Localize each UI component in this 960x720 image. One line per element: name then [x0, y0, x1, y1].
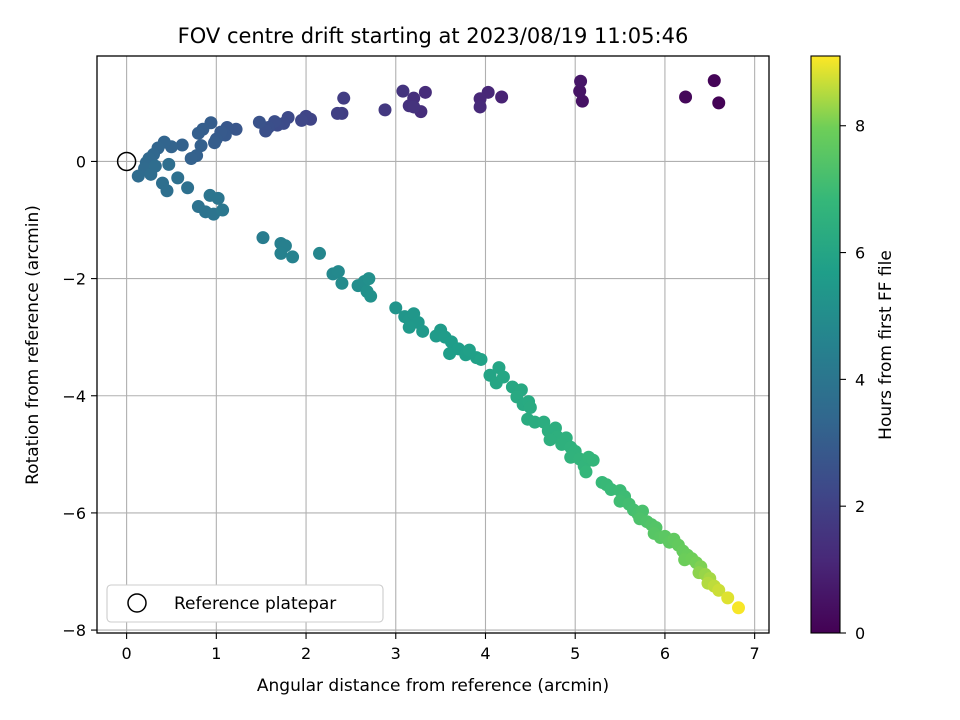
data-point [194, 139, 208, 153]
reference-point [116, 151, 137, 172]
data-point [160, 184, 174, 198]
data-point [148, 159, 162, 173]
colorbar-tick-label: 6 [855, 244, 865, 263]
grid [97, 56, 769, 633]
scatter-points [131, 74, 745, 615]
x-tick-label: 0 [122, 644, 132, 663]
data-point [252, 115, 266, 129]
colorbar-gradient [810, 55, 841, 634]
data-point [418, 85, 432, 99]
data-point [274, 246, 288, 260]
legend-marker [127, 593, 147, 613]
y-tick-label: −2 [62, 270, 86, 289]
data-point [579, 465, 593, 479]
y-tick-label: −8 [62, 621, 86, 640]
data-point [586, 453, 600, 467]
data-point [712, 96, 726, 110]
data-point [337, 91, 351, 105]
y-axis-ticks: −8 −6 −4 −2 0 [62, 152, 97, 640]
legend-box [106, 584, 384, 623]
data-point [216, 203, 230, 217]
data-point [496, 370, 510, 384]
y-tick-label: −4 [62, 387, 86, 406]
x-tick-label: 1 [211, 644, 221, 663]
data-point [364, 289, 378, 303]
data-point [378, 103, 392, 117]
data-point [295, 113, 309, 127]
data-point [528, 415, 542, 429]
data-point [331, 265, 345, 279]
x-tick-label: 7 [750, 644, 760, 663]
data-point [731, 601, 745, 615]
data-point [495, 90, 509, 104]
x-tick-label: 5 [570, 644, 580, 663]
x-axis-label: Angular distance from reference (arcmin) [257, 676, 609, 696]
data-point [131, 169, 145, 183]
data-point [330, 106, 344, 120]
x-tick-label: 3 [391, 644, 401, 663]
plot-frame [96, 55, 770, 634]
data-point [573, 84, 587, 98]
legend-label-reference: Reference platepar [174, 594, 336, 614]
colorbar-tick-label: 4 [855, 370, 865, 389]
legend: Reference platepar [106, 584, 384, 623]
data-point [175, 138, 189, 152]
data-point [707, 74, 721, 88]
data-point [256, 231, 270, 245]
y-tick-label: −6 [62, 504, 86, 523]
data-point [208, 136, 222, 150]
x-axis-ticks: 0 1 2 3 4 5 6 7 [122, 633, 760, 663]
chart-title: FOV centre drift starting at 2023/08/19 … [178, 24, 689, 48]
colorbar-tick-label: 8 [855, 117, 865, 136]
data-point [523, 400, 537, 414]
data-point [721, 591, 735, 605]
data-point [396, 84, 410, 98]
data-point [407, 100, 421, 114]
data-point [286, 250, 300, 264]
data-point [416, 324, 430, 338]
data-point [543, 433, 557, 447]
data-point [389, 301, 403, 315]
colorbar-tick-label: 2 [855, 497, 865, 516]
x-tick-label: 4 [480, 644, 490, 663]
data-point [313, 246, 327, 260]
data-point [575, 94, 589, 108]
data-point [184, 152, 198, 166]
data-point [474, 352, 488, 366]
data-point [162, 157, 176, 171]
y-tick-label: 0 [76, 152, 86, 171]
colorbar-tick-label: 0 [855, 624, 865, 643]
colorbar-ticks: 0 2 4 6 8 [840, 117, 865, 643]
data-point [712, 583, 726, 597]
y-axis-label: Rotation from reference (arcmin) [23, 205, 43, 485]
data-point [473, 100, 487, 114]
data-point [191, 126, 205, 140]
data-point [335, 276, 349, 290]
data-point [362, 272, 376, 286]
data-point [402, 320, 416, 334]
data-point [679, 90, 693, 104]
x-tick-label: 6 [660, 644, 670, 663]
data-point [211, 191, 225, 205]
data-point [171, 171, 185, 185]
data-point [181, 181, 195, 195]
data-point [574, 74, 588, 88]
colorbar-label: Hours from first FF file [876, 250, 896, 440]
colorbar: 0 2 4 6 8 Hours from first FF file [810, 55, 896, 643]
x-tick-label: 2 [301, 644, 311, 663]
